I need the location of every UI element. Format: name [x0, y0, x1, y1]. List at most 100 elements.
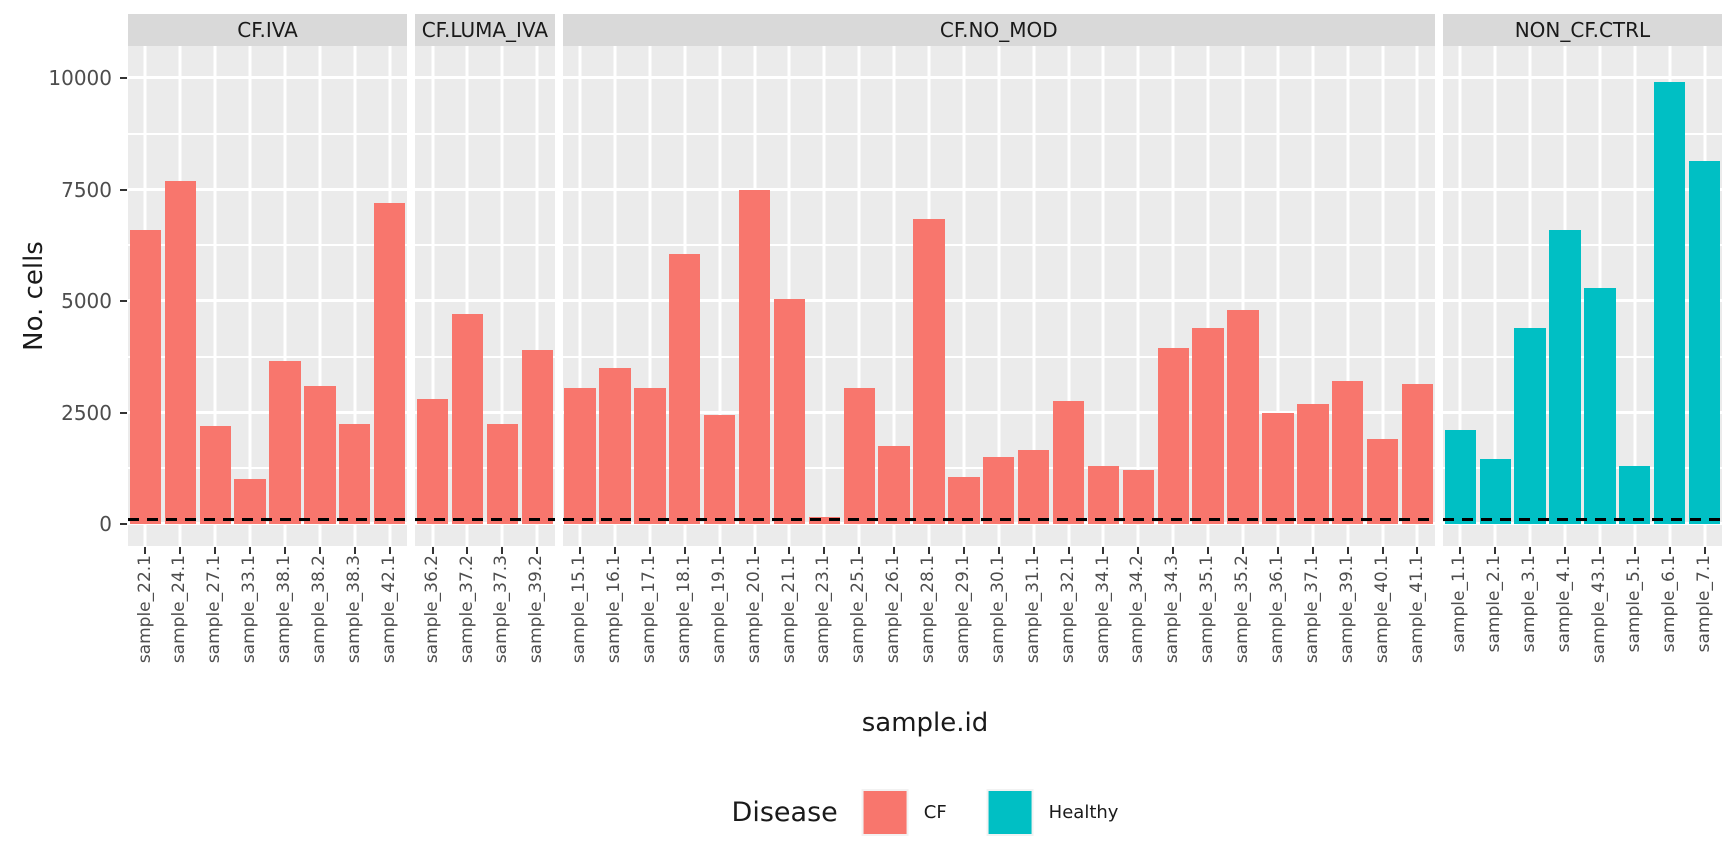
y-tick-mark — [120, 188, 127, 191]
x-tick-label: sample_15.1 — [563, 555, 598, 691]
vertical-gridline — [1241, 46, 1245, 546]
panel — [562, 46, 1435, 546]
major-gridline — [128, 411, 408, 414]
x-tick-label: sample_26.1 — [877, 555, 912, 691]
x-tick-label-text: sample_7.1 — [1693, 555, 1714, 653]
bar-sample_36.1 — [1262, 412, 1294, 524]
bar-sample_37.3 — [486, 423, 519, 524]
x-tick-label-text: sample_36.1 — [1267, 555, 1287, 664]
bar-sample_20.1 — [738, 189, 771, 524]
facet-strip: CF.IVA — [128, 14, 408, 46]
y-tick-label: 0 — [99, 512, 112, 536]
x-tick-label-text: sample_24.1 — [169, 555, 190, 664]
x-tick-mark — [667, 546, 702, 555]
bar-slot — [415, 46, 450, 546]
minor-gridline — [415, 244, 555, 246]
x-tick-label-text: sample_39.2 — [526, 555, 547, 664]
major-gridline — [1442, 299, 1722, 302]
bar-slot — [772, 46, 807, 546]
bar-slot — [1582, 46, 1617, 546]
bar-slot — [1365, 46, 1400, 546]
y-tick-mark — [120, 77, 127, 79]
x-tick-label: sample_42.1 — [372, 555, 407, 691]
vertical-gridline — [962, 46, 966, 546]
bar-slot — [1226, 46, 1261, 546]
bar-sample_41.1 — [1401, 383, 1434, 524]
x-tick-mark — [520, 546, 555, 555]
x-tick-mark — [737, 546, 772, 555]
x-tick-mark — [563, 546, 598, 555]
x-tick-label-text: sample_34.2 — [1127, 555, 1148, 664]
major-gridline — [1442, 522, 1722, 525]
x-tick-mark — [198, 546, 233, 555]
vertical-gridline — [1032, 46, 1036, 546]
bar-slot — [1121, 46, 1156, 546]
x-tick-label-text: sample_22.1 — [134, 555, 155, 664]
bar-sample_1.1 — [1444, 430, 1477, 524]
bar-slot — [128, 46, 163, 546]
vertical-gridline — [1458, 46, 1462, 546]
x-tick-label: sample_43.1 — [1582, 555, 1617, 691]
x-tick-label-text: sample_32.1 — [1057, 555, 1078, 664]
x-tick-mark — [807, 546, 842, 555]
bar-slot — [163, 46, 198, 546]
facet-panels: CF.IVA sample_22.1 sample_24.1 sample_27.1 s… — [128, 14, 1722, 691]
x-tick-mark — [372, 546, 407, 555]
bar-slot — [1260, 46, 1295, 546]
bar-sample_17.1 — [634, 387, 666, 524]
x-tick-mark — [912, 546, 947, 555]
facet-strip: NON_CF.CTRL — [1442, 14, 1722, 46]
x-tick-label: sample_39.2 — [520, 555, 555, 691]
vertical-gridline — [283, 46, 287, 546]
x-tick-label: sample_37.1 — [1295, 555, 1330, 691]
x-tick-label: sample_34.3 — [1156, 555, 1191, 691]
bar-slot — [737, 46, 772, 546]
vertical-gridline — [1415, 46, 1419, 546]
bar-sample_40.1 — [1366, 439, 1399, 524]
x-tick-label-text: sample_6.1 — [1658, 555, 1679, 653]
bar-slot — [450, 46, 485, 546]
x-tick-mark — [1400, 546, 1435, 555]
major-gridline — [128, 522, 408, 525]
major-gridline — [128, 299, 408, 302]
vertical-gridline — [613, 46, 617, 546]
bar-sample_7.1 — [1688, 160, 1721, 524]
x-tick-label: sample_4.1 — [1548, 555, 1583, 691]
x-tick-label: sample_18.1 — [667, 555, 702, 691]
bar-sample_38.3 — [339, 423, 371, 524]
legend-label-healthy: Healthy — [1048, 801, 1119, 823]
vertical-gridline — [1493, 46, 1497, 546]
major-gridline — [128, 188, 408, 191]
vertical-gridline — [1171, 46, 1175, 546]
x-tick-mark — [1330, 546, 1365, 555]
minor-gridline — [128, 467, 408, 469]
bar-slot — [1443, 46, 1478, 546]
bar-slot — [981, 46, 1016, 546]
vertical-gridline — [822, 46, 826, 546]
minor-gridline — [415, 467, 555, 469]
x-tick-label: sample_29.1 — [946, 555, 981, 691]
x-tick-label-text: sample_38.3 — [343, 555, 364, 664]
x-tick-label-text: sample_41.1 — [1406, 555, 1427, 664]
x-tick-label: sample_28.1 — [912, 555, 947, 691]
x-tick-label: sample_34.2 — [1121, 555, 1156, 691]
bar-slot — [598, 46, 633, 546]
facet-strip: CF.NO_MOD — [562, 14, 1435, 46]
x-tick-label: sample_40.1 — [1365, 555, 1400, 691]
bar-sample_18.1 — [669, 254, 701, 524]
bar-sample_34.2 — [1122, 470, 1155, 524]
x-tick-label: sample_33.1 — [233, 555, 268, 691]
panel — [1442, 46, 1722, 546]
bar-sample_26.1 — [878, 445, 910, 524]
y-tick-mark — [120, 411, 127, 414]
vertical-gridline — [431, 46, 435, 546]
vertical-gridline — [1346, 46, 1350, 546]
x-tick-label: sample_27.1 — [198, 555, 233, 691]
bar-sample_25.1 — [843, 387, 875, 524]
x-tick-label-text: sample_19.1 — [708, 555, 729, 664]
x-tick-label: sample_19.1 — [702, 555, 737, 691]
y-tick-mark — [120, 523, 127, 525]
x-tick-label: sample_5.1 — [1617, 555, 1652, 691]
x-tick-mark — [1548, 546, 1583, 555]
